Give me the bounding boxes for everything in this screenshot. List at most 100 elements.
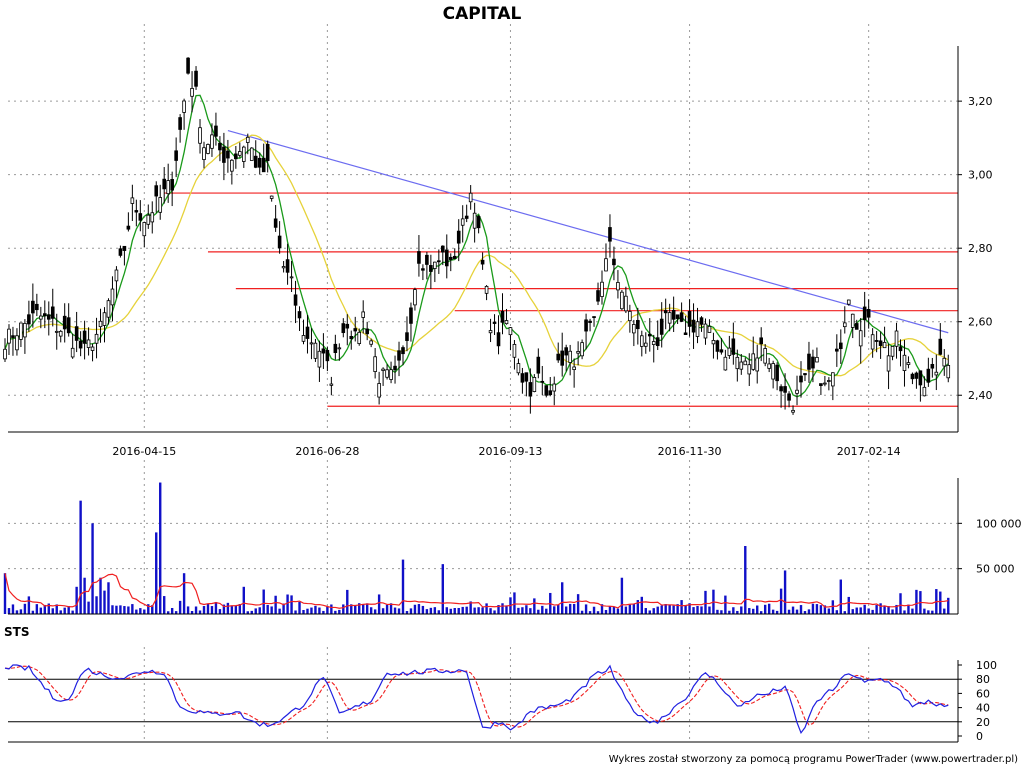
volume-bar xyxy=(326,606,329,614)
candle-body xyxy=(429,265,433,272)
sts-k-line xyxy=(4,664,949,735)
volume-bar xyxy=(584,604,588,614)
volume-bar xyxy=(469,601,472,614)
candle-body xyxy=(827,380,831,382)
volume-bar xyxy=(580,610,584,614)
candle-body xyxy=(886,355,891,372)
volume-bar xyxy=(409,608,413,614)
candle-body xyxy=(624,295,628,312)
volume-panel: 50 000 100 000 xyxy=(3,460,1022,615)
volume-bar xyxy=(182,573,186,614)
volume-bar xyxy=(525,605,528,614)
candle-body xyxy=(417,251,421,264)
candle-body xyxy=(333,343,338,354)
candle-body xyxy=(488,330,493,334)
candle-body xyxy=(238,151,242,156)
candle-body xyxy=(504,320,509,325)
candle-body xyxy=(799,375,803,383)
candle-body xyxy=(731,338,736,355)
volume-bar xyxy=(708,606,711,614)
volume-bar xyxy=(696,605,699,614)
candle-body xyxy=(894,330,899,347)
candle-body xyxy=(448,256,453,260)
candle-body xyxy=(751,353,756,370)
candle-body xyxy=(699,317,704,325)
candle-body xyxy=(142,222,147,237)
candle-body xyxy=(647,333,652,337)
candle-body xyxy=(106,300,111,318)
volume-bar xyxy=(119,605,122,614)
volume-bar xyxy=(783,570,787,614)
volume-bar xyxy=(262,589,265,614)
candle-body xyxy=(456,230,461,244)
candle-body xyxy=(249,147,254,161)
candle-body xyxy=(552,383,557,392)
candle-body xyxy=(265,143,270,162)
candle-body xyxy=(460,218,465,226)
volume-bar xyxy=(278,608,281,614)
candle-body xyxy=(365,328,369,335)
candle-body xyxy=(866,308,871,318)
candle-body xyxy=(492,321,497,324)
candle-body xyxy=(98,320,103,328)
volume-bar xyxy=(322,610,325,614)
candle-body xyxy=(683,332,688,335)
candle-body xyxy=(803,373,807,376)
candle-body xyxy=(289,276,294,279)
candle-body xyxy=(707,325,712,333)
candle-body xyxy=(723,356,728,371)
candle-body xyxy=(608,227,612,242)
footer-credit: Wykres został stworzony za pomocą progra… xyxy=(609,754,1018,765)
candle-body xyxy=(556,353,561,361)
volume-bar xyxy=(19,609,23,614)
candle-body xyxy=(922,386,927,397)
candle-body xyxy=(377,383,381,398)
volume-bar xyxy=(947,597,950,614)
candle-body xyxy=(174,150,178,161)
volume-bar xyxy=(210,606,214,614)
volume-bar xyxy=(847,596,850,614)
candle-body xyxy=(719,349,724,353)
candle-body xyxy=(50,306,55,319)
volume-bar xyxy=(891,609,894,614)
volume-bar xyxy=(310,607,313,614)
candle-body xyxy=(66,317,71,334)
volume-bar xyxy=(537,609,540,614)
price-x-tick-labels: 2016-04-15 2016-06-28 2016-09-13 2016-11-30… xyxy=(112,445,900,458)
candle-body xyxy=(616,282,620,291)
volume-bar xyxy=(354,605,357,614)
candle-body xyxy=(210,134,214,149)
candle-body xyxy=(349,336,354,340)
sts-y-tick-label: 40 xyxy=(976,702,990,715)
candle-body xyxy=(234,153,238,160)
volume-bar xyxy=(867,608,870,614)
candle-body xyxy=(775,364,779,382)
volume-bar xyxy=(895,604,898,614)
volume-bar xyxy=(83,577,86,614)
volume-bar xyxy=(163,596,166,614)
candle-body xyxy=(484,285,489,294)
candle-body xyxy=(906,362,911,365)
candle-body xyxy=(150,212,155,223)
ma-long-line xyxy=(4,134,949,377)
volume-bar xyxy=(226,602,230,614)
volume-bar xyxy=(59,610,62,614)
price-candles xyxy=(3,57,951,415)
volume-grid xyxy=(8,460,962,614)
volume-bar xyxy=(561,582,564,614)
price-x-tick-label: 2016-04-15 xyxy=(112,445,176,458)
volume-bar xyxy=(923,608,926,614)
candle-body xyxy=(496,332,501,347)
volume-bar xyxy=(365,603,369,614)
candle-body xyxy=(592,316,596,318)
volume-bar xyxy=(943,608,946,614)
volume-bar xyxy=(254,608,257,614)
volume-bars xyxy=(3,482,950,614)
volume-bar xyxy=(827,608,831,614)
candle-body xyxy=(369,340,373,345)
candle-body xyxy=(914,372,919,379)
volume-y-tick-labels: 50 000 100 000 xyxy=(976,517,1022,575)
volume-bar xyxy=(740,606,743,614)
candle-body xyxy=(532,377,537,392)
